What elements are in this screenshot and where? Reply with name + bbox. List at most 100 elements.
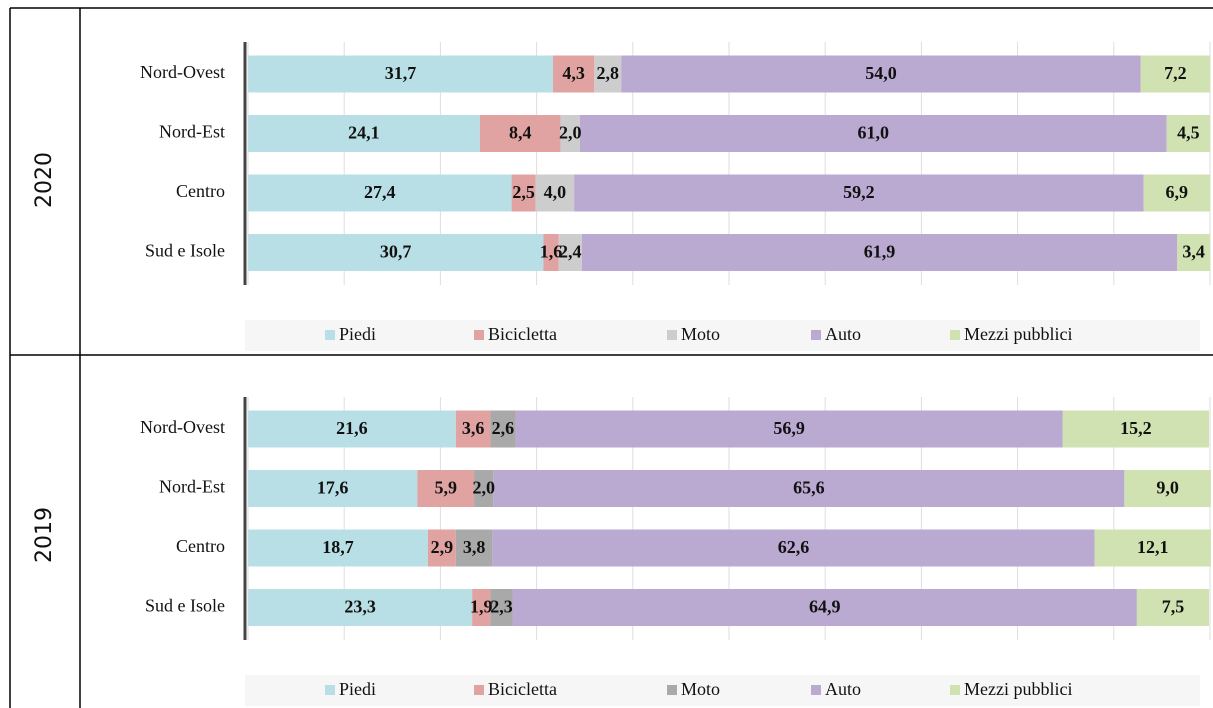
- data-label: 2,4: [559, 242, 582, 262]
- legend-swatch: [950, 330, 960, 340]
- data-label: 56,9: [773, 418, 805, 438]
- data-label: 3,6: [462, 418, 485, 438]
- data-label: 3,4: [1182, 242, 1205, 262]
- bar-segment: [479, 115, 561, 152]
- data-label: 7,2: [1164, 63, 1187, 83]
- category-label: Nord-Est: [159, 477, 225, 497]
- legend-label: Bicicletta: [488, 679, 557, 699]
- bar-segment: [1166, 115, 1210, 152]
- data-label: 21,6: [336, 418, 368, 438]
- legend-label: Piedi: [339, 679, 376, 699]
- legend-swatch: [811, 330, 821, 340]
- legend-swatch: [667, 330, 677, 340]
- bar-segment: [1143, 174, 1210, 212]
- data-label: 8,4: [509, 123, 532, 143]
- data-label: 7,5: [1162, 597, 1185, 617]
- bar-segment: [535, 174, 575, 212]
- legend-label: Auto: [825, 324, 861, 344]
- data-label: 5,9: [434, 478, 457, 498]
- bar-segment: [455, 529, 493, 567]
- category-label: Sud e Isole: [145, 241, 225, 261]
- data-label: 64,9: [809, 597, 841, 617]
- bar-segment: [248, 55, 553, 93]
- category-label: Centro: [176, 181, 225, 201]
- legend-label: Mezzi pubblici: [964, 679, 1072, 699]
- legend-swatch: [667, 685, 677, 695]
- bar-segment: [472, 589, 491, 626]
- data-label: 27,4: [364, 182, 396, 202]
- bar-segment: [1136, 589, 1210, 626]
- bar-segment: [427, 529, 456, 567]
- bar-segment: [248, 115, 480, 152]
- bar-segment: [552, 55, 595, 93]
- table-frame: [9, 7, 1213, 708]
- data-label: 2,0: [472, 478, 495, 498]
- bar-segment: [474, 470, 494, 507]
- category-label: Sud e Isole: [145, 596, 225, 616]
- bar-segment: [621, 55, 1141, 93]
- data-label: 65,6: [793, 478, 825, 498]
- data-label: 54,0: [865, 63, 897, 83]
- category-label: Nord-Ovest: [140, 417, 225, 437]
- bar-segment: [543, 234, 559, 271]
- bar-segment: [1062, 410, 1210, 448]
- data-label: 15,2: [1120, 418, 1152, 438]
- data-label: 3,8: [463, 537, 486, 557]
- data-label: 31,7: [385, 63, 417, 83]
- bar-segment: [248, 234, 544, 271]
- legend-label: Piedi: [339, 324, 376, 344]
- legend-swatch: [950, 685, 960, 695]
- bar-segment: [248, 529, 428, 567]
- legend-label: Mezzi pubblici: [964, 324, 1072, 344]
- bar-segment: [455, 410, 491, 448]
- legend-box: [245, 320, 1200, 351]
- bar-segment: [1094, 529, 1211, 567]
- legend-swatch: [325, 685, 335, 695]
- bar-segment: [492, 529, 1095, 567]
- bar-segment: [579, 115, 1167, 152]
- panel-year: 2020: [32, 152, 57, 208]
- bar-segment: [1177, 234, 1210, 271]
- panel-year: 2019: [32, 507, 57, 563]
- data-label: 1,6: [540, 242, 563, 262]
- data-label: 2,6: [492, 418, 515, 438]
- bar-segment: [581, 234, 1178, 271]
- legend-label: Moto: [681, 324, 720, 344]
- data-label: 62,6: [778, 537, 810, 557]
- bar-segment: [248, 174, 512, 212]
- bar-segment: [594, 55, 622, 93]
- category-label: Nord-Ovest: [140, 62, 225, 82]
- legend-label: Moto: [681, 679, 720, 699]
- data-label: 2,3: [490, 597, 513, 617]
- bar-segment: [493, 470, 1125, 507]
- data-label: 61,9: [864, 242, 896, 262]
- legend-swatch: [325, 330, 335, 340]
- bar-segment: [248, 410, 456, 448]
- data-label: 30,7: [380, 242, 412, 262]
- bar-segment: [515, 410, 1063, 448]
- bar-segment: [490, 589, 513, 626]
- data-label: 2,0: [559, 123, 582, 143]
- data-label: 23,3: [344, 597, 376, 617]
- data-label: 9,0: [1156, 478, 1179, 498]
- bar-segment: [558, 234, 582, 271]
- data-label: 12,1: [1137, 537, 1169, 557]
- data-label: 4,5: [1177, 123, 1200, 143]
- bar-segment: [511, 174, 536, 212]
- data-label: 4,3: [562, 63, 585, 83]
- bar-segment: [248, 589, 473, 626]
- legend-swatch: [474, 685, 484, 695]
- data-label: 2,9: [431, 537, 454, 557]
- category-label: Nord-Est: [159, 122, 225, 142]
- data-label: 24,1: [348, 123, 380, 143]
- data-label: 6,9: [1166, 182, 1189, 202]
- bar-segment: [1124, 470, 1211, 507]
- data-label: 2,8: [597, 63, 620, 83]
- data-label: 18,7: [322, 537, 354, 557]
- legend-swatch: [474, 330, 484, 340]
- data-label: 17,6: [317, 478, 349, 498]
- legend-swatch: [811, 685, 821, 695]
- legend-label: Bicicletta: [488, 324, 557, 344]
- bar-segment: [248, 470, 418, 507]
